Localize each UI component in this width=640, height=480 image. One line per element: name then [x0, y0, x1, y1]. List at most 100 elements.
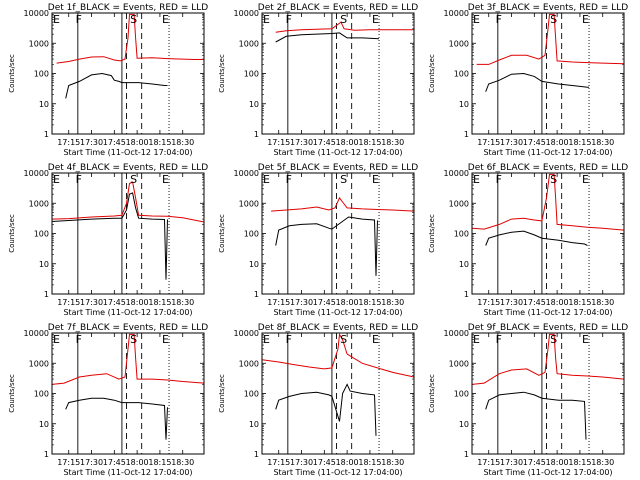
plot-frame: [471, 332, 625, 455]
x-tick-label: 17:45: [313, 298, 336, 307]
plot-frame: [471, 172, 625, 295]
x-tick-label: 17:45: [103, 138, 126, 147]
y-axis-label: Counts/sec: [8, 214, 16, 253]
series-lld-line: [271, 196, 415, 212]
marker-label: E: [53, 173, 60, 186]
series-events-line: [51, 192, 168, 280]
y-tick-label: 10: [459, 100, 469, 109]
x-axis-label: Start Time (11-Oct-12 17:04:00): [483, 468, 612, 477]
marker-label: F: [76, 333, 82, 346]
x-axis-label: Start Time (11-Oct-12 17:04:00): [273, 148, 402, 157]
x-axis-label: Start Time (11-Oct-12 17:04:00): [63, 308, 192, 317]
plot-frame: [51, 332, 205, 455]
x-tick-label: 18:00: [126, 298, 149, 307]
detector-panel-3: Det 3f_BLACK = Events, RED = LLD Counts/s…: [428, 3, 628, 157]
marker-label: E: [473, 333, 480, 346]
plot-frame: [261, 172, 415, 295]
marker-label: E: [582, 13, 589, 26]
y-tick-label: 100: [244, 70, 259, 79]
x-tick-label: 18:15: [358, 138, 381, 147]
detector-panel-1: Det 1f_BLACK = Events, RED = LLD Counts/s…: [8, 3, 208, 157]
x-tick-label: 17:30: [80, 458, 103, 467]
y-tick-label: 10000: [444, 329, 469, 338]
y-tick-label: 100: [454, 230, 469, 239]
y-tick-label: 1000: [29, 359, 49, 368]
marker-label: E: [162, 13, 169, 26]
y-tick-label: 1000: [449, 199, 469, 208]
x-tick-label: 17:45: [523, 458, 546, 467]
marker-label: F: [286, 333, 292, 346]
x-tick-label: 18:15: [358, 298, 381, 307]
marker-label: E: [473, 13, 480, 26]
y-tick-label: 1: [464, 290, 469, 299]
marker-label: F: [286, 173, 292, 186]
series-lld-line: [476, 13, 625, 65]
y-tick-label: 1000: [449, 359, 469, 368]
y-tick-label: 1: [464, 130, 469, 139]
x-tick-label: 18:00: [336, 458, 359, 467]
x-tick-label: 18:30: [591, 138, 614, 147]
y-tick-label: 1000: [449, 39, 469, 48]
y-tick-label: 1000: [239, 39, 259, 48]
x-tick-label: 18:30: [381, 458, 404, 467]
marker-label: E: [372, 173, 379, 186]
y-tick-label: 1000: [239, 199, 259, 208]
x-tick-label: 17:15: [267, 298, 290, 307]
y-tick-label: 100: [34, 230, 49, 239]
panel-title: Det 1f_BLACK = Events, RED = LLD: [48, 3, 208, 13]
x-tick-label: 17:30: [500, 458, 523, 467]
marker-label: S: [130, 333, 137, 346]
marker-label: S: [130, 173, 137, 186]
y-tick-label: 1: [44, 130, 49, 139]
series-lld-line: [51, 181, 205, 223]
y-tick-label: 100: [244, 230, 259, 239]
y-axis-label: Counts/sec: [218, 54, 226, 93]
plot-frame: [261, 332, 415, 455]
y-axis-label: Counts/sec: [8, 54, 16, 93]
y-tick-label: 10: [459, 260, 469, 269]
marker-label: E: [162, 173, 169, 186]
y-tick-label: 1000: [239, 359, 259, 368]
y-tick-label: 10000: [444, 169, 469, 178]
detector-panel-6: Det 6f_BLACK = Events, RED = LLD Counts/s…: [428, 163, 628, 317]
marker-label: E: [53, 333, 60, 346]
x-axis-label: Start Time (11-Oct-12 17:04:00): [483, 308, 612, 317]
y-tick-label: 1: [254, 450, 259, 459]
series-events-line: [65, 72, 168, 99]
marker-label: F: [76, 173, 82, 186]
x-tick-label: 17:15: [267, 458, 290, 467]
x-axis-label: Start Time (11-Oct-12 17:04:00): [273, 308, 402, 317]
y-tick-label: 1: [254, 130, 259, 139]
x-tick-label: 18:00: [126, 138, 149, 147]
marker-label: E: [162, 333, 169, 346]
y-axis-label: Counts/sec: [218, 214, 226, 253]
series-lld-line: [471, 173, 625, 231]
y-axis-label: Counts/sec: [8, 374, 16, 413]
y-tick-label: 1: [44, 290, 49, 299]
y-tick-label: 1: [44, 450, 49, 459]
x-tick-label: 18:30: [171, 298, 194, 307]
plot-frame: [51, 172, 205, 295]
y-tick-label: 1: [254, 290, 259, 299]
x-tick-label: 18:30: [381, 298, 404, 307]
y-axis-label: Counts/sec: [428, 54, 436, 93]
x-tick-label: 18:15: [148, 458, 171, 467]
marker-label: S: [550, 13, 557, 26]
x-tick-label: 17:30: [500, 138, 523, 147]
y-tick-label: 10: [249, 100, 259, 109]
y-tick-label: 10000: [24, 9, 49, 18]
panel-title: Det 2f_BLACK = Events, RED = LLD: [258, 3, 418, 13]
series-lld-line: [471, 333, 625, 385]
marker-label: E: [372, 333, 379, 346]
marker-label: E: [473, 173, 480, 186]
series-events-line: [65, 397, 168, 440]
x-tick-label: 18:30: [171, 138, 194, 147]
y-axis-label: Counts/sec: [428, 374, 436, 413]
y-tick-label: 10000: [234, 169, 259, 178]
panel-title: Det 7f_BLACK = Events, RED = LLD: [48, 323, 208, 333]
y-tick-label: 10000: [444, 9, 469, 18]
x-tick-label: 18:15: [148, 298, 171, 307]
marker-label: S: [550, 173, 557, 186]
marker-label: F: [286, 13, 292, 26]
marker-label: S: [340, 173, 347, 186]
